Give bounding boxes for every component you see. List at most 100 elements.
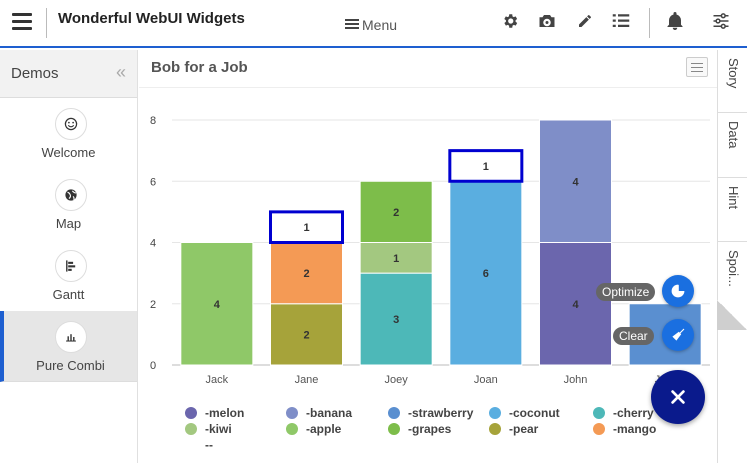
legend-label-coconut: -coconut <box>509 406 560 420</box>
x-tick-label: Joey <box>385 374 409 386</box>
legend-label-strawberry: -strawberry <box>408 406 474 420</box>
bar-segment-banana <box>539 119 612 243</box>
legend-swatch-grapes <box>388 423 400 435</box>
legend-label-kiwi: -kiwi <box>205 422 232 436</box>
legend-swatch-apple <box>286 423 298 435</box>
globe-icon <box>55 179 87 211</box>
legend-extra-label: -- <box>205 438 213 452</box>
bar-value-label: 2 <box>303 329 309 341</box>
tab-label: Data <box>726 121 741 149</box>
y-tick-label: 4 <box>150 238 156 250</box>
sidebar-item-pure-combi[interactable]: Pure Combi <box>0 311 137 382</box>
list-icon[interactable] <box>610 10 632 32</box>
sidebar-item-gantt[interactable]: Gantt <box>0 240 137 311</box>
legend-label-melon: -melon <box>205 406 244 420</box>
tab-story[interactable]: Story <box>718 50 747 113</box>
optimize-label: Optimize <box>596 283 656 301</box>
y-tick-label: 2 <box>150 299 156 311</box>
clear-label: Clear <box>613 327 654 345</box>
right-tab-strip: Story Data Hint Spoi... <box>717 50 747 463</box>
bar-segment-melon <box>539 242 612 366</box>
optimize-icon <box>671 284 685 298</box>
x-tick-label: John <box>564 374 588 386</box>
bar-value-label: 2 <box>393 207 399 219</box>
x-tick-label: Jane <box>295 374 319 386</box>
clear-button[interactable] <box>662 319 694 351</box>
bell-icon[interactable] <box>664 10 686 32</box>
highlight-value-label: 1 <box>303 222 309 234</box>
app-title: Wonderful WebUI Widgets <box>58 10 245 27</box>
optimize-button[interactable] <box>662 275 694 307</box>
menu-button[interactable]: Menu <box>345 17 397 33</box>
sidebar-title: Demos <box>11 65 59 82</box>
gantt-icon <box>55 250 87 282</box>
top-bar: Wonderful WebUI Widgets Menu <box>0 0 747 48</box>
legend-swatch-cherry <box>593 407 605 419</box>
bar-segment-cherry <box>359 272 433 366</box>
collapse-sidebar-icon[interactable]: « <box>115 62 126 82</box>
camera-icon[interactable] <box>536 10 558 32</box>
sliders-icon[interactable] <box>710 10 732 32</box>
page-fold <box>717 300 747 330</box>
bar-segment-coconut <box>449 180 523 366</box>
bar-value-label: 6 <box>483 268 489 280</box>
bar-value-label: 1 <box>393 253 399 265</box>
pencil-icon[interactable] <box>574 10 596 32</box>
sidebar-item-welcome[interactable]: Welcome <box>0 98 137 169</box>
legend-swatch-melon <box>185 407 197 419</box>
menu-lines-icon <box>345 19 359 31</box>
close-icon <box>671 390 685 404</box>
bar-value-label: 2 <box>303 268 309 280</box>
sidebar-item-label: Pure Combi <box>36 358 105 373</box>
legend-swatch-mango <box>593 423 605 435</box>
bar-segment-mango <box>270 242 343 305</box>
sidebar-item-label: Welcome <box>41 145 96 160</box>
bar-segment-grapes <box>359 180 433 243</box>
toolbar-divider-2 <box>649 8 650 38</box>
bar-value-label: 4 <box>572 176 579 188</box>
highlight-box <box>448 149 524 183</box>
legend-label-grapes: -grapes <box>408 422 452 436</box>
bar-value-label: 4 <box>214 299 221 311</box>
legend-label-mango: -mango <box>613 422 656 436</box>
bar-segment-kiwi <box>359 242 433 274</box>
legend-swatch-coconut <box>489 407 501 419</box>
highlight-box <box>269 210 344 244</box>
legend-swatch-pear <box>489 423 501 435</box>
panel-header: Bob for a Job <box>139 50 717 88</box>
x-tick-label: Joan <box>474 374 498 386</box>
bar-value-label: 3 <box>393 314 399 326</box>
menu-label: Menu <box>362 17 398 33</box>
bar-segment-apple <box>180 242 254 366</box>
legend-swatch-banana <box>286 407 298 419</box>
tab-hint[interactable]: Hint <box>718 178 747 242</box>
bar-segment-pear <box>270 303 343 366</box>
stacked-bar-chart: 024684Jack221Jane312Joey61Joan44John2Jo.… <box>150 115 710 452</box>
tab-label: Story <box>726 58 741 89</box>
sidebar-item-label: Gantt <box>52 287 85 302</box>
bar-chart-icon <box>55 321 87 353</box>
sidebar-item-map[interactable]: Map <box>0 169 137 240</box>
bar-value-label: 4 <box>572 299 579 311</box>
tab-label: Spoi... <box>726 250 741 287</box>
panel-title: Bob for a Job <box>151 59 248 76</box>
sidebar-item-label: Map <box>55 216 82 231</box>
y-tick-label: 8 <box>150 115 156 127</box>
x-tick-label: Jack <box>206 374 229 386</box>
smile-icon <box>55 108 87 140</box>
tab-spoiler[interactable]: Spoi... <box>718 242 747 300</box>
legend-label-cherry: -cherry <box>613 406 654 420</box>
hamburger-menu-icon[interactable] <box>12 13 32 31</box>
legend-swatch-kiwi <box>185 423 197 435</box>
panel-menu-button[interactable] <box>686 57 708 77</box>
gear-icon[interactable] <box>499 10 521 32</box>
legend-swatch-strawberry <box>388 407 400 419</box>
broom-icon <box>672 328 685 341</box>
highlight-value-label: 1 <box>483 161 489 173</box>
legend-label-pear: -pear <box>509 422 539 436</box>
legend-label-banana: -banana <box>306 406 352 420</box>
sidebar-header: Demos « <box>0 50 137 98</box>
sidebar: Demos « Welcome Map Gantt Pure Combi <box>0 50 138 463</box>
close-fab-button[interactable] <box>651 370 705 424</box>
tab-data[interactable]: Data <box>718 113 747 178</box>
